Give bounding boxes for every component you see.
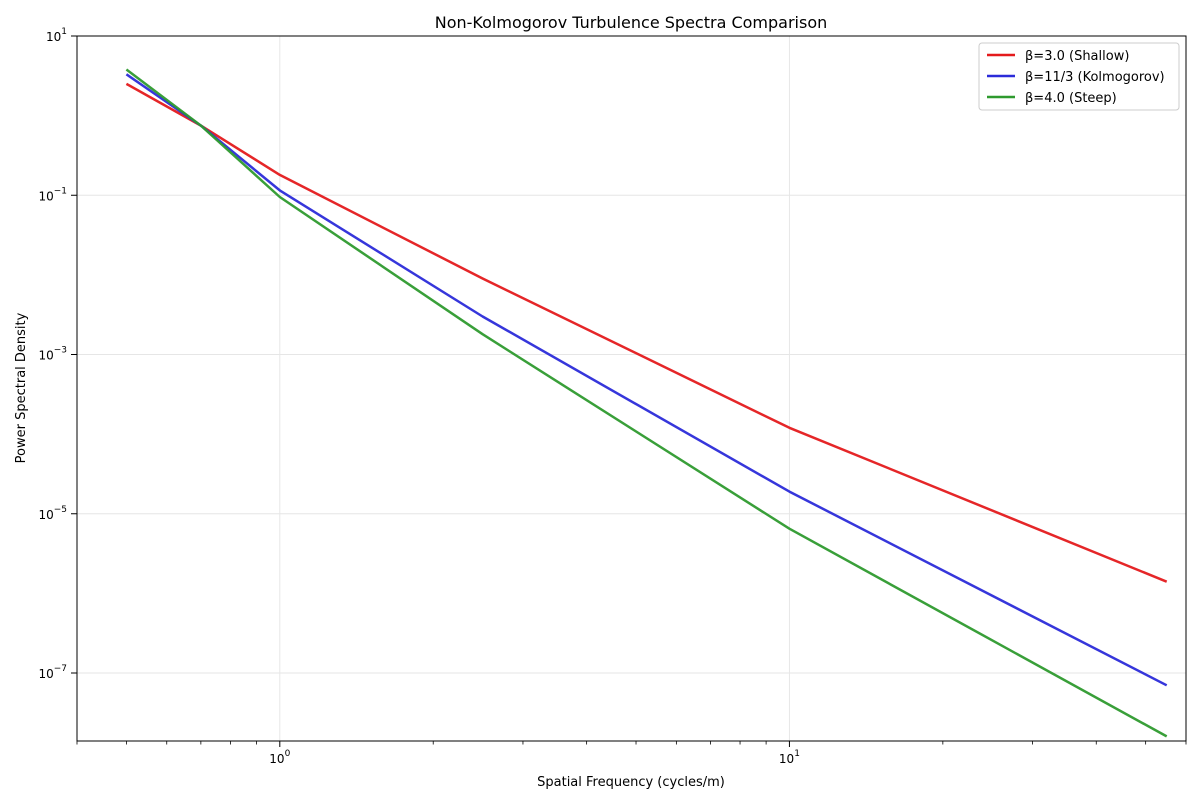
legend-label-shallow: β=3.0 (Shallow) xyxy=(1025,49,1129,64)
legend-box xyxy=(978,42,1180,111)
series-line-2 xyxy=(125,68,1168,738)
y-axis-label: Power Spectral Density xyxy=(14,312,29,463)
y-tick-exponent: −1 xyxy=(54,186,67,196)
series-lines xyxy=(125,68,1168,738)
legend-label-steep: β=4.0 (Steep) xyxy=(1025,91,1117,106)
y-tick-exponent: −3 xyxy=(54,346,67,356)
legend-label-kolmogorov: β=11/3 (Kolmogorov) xyxy=(1025,70,1165,85)
x-axis-label: Spatial Frequency (cycles/m) xyxy=(537,775,725,790)
y-tick-exponent: −5 xyxy=(54,505,67,515)
chart-title: Non-Kolmogorov Turbulence Spectra Compar… xyxy=(435,13,828,32)
y-tick-exponent: −7 xyxy=(54,664,67,674)
x-tick-exponent: 1 xyxy=(794,749,800,759)
series-line-0 xyxy=(125,82,1168,583)
plot-frame xyxy=(76,35,1187,742)
y-tick-exponent: 1 xyxy=(61,27,67,37)
legend: β=3.0 (Shallow) β=11/3 (Kolmogorov) β=4.… xyxy=(978,42,1180,111)
x-tick-exponent: 0 xyxy=(285,749,291,759)
